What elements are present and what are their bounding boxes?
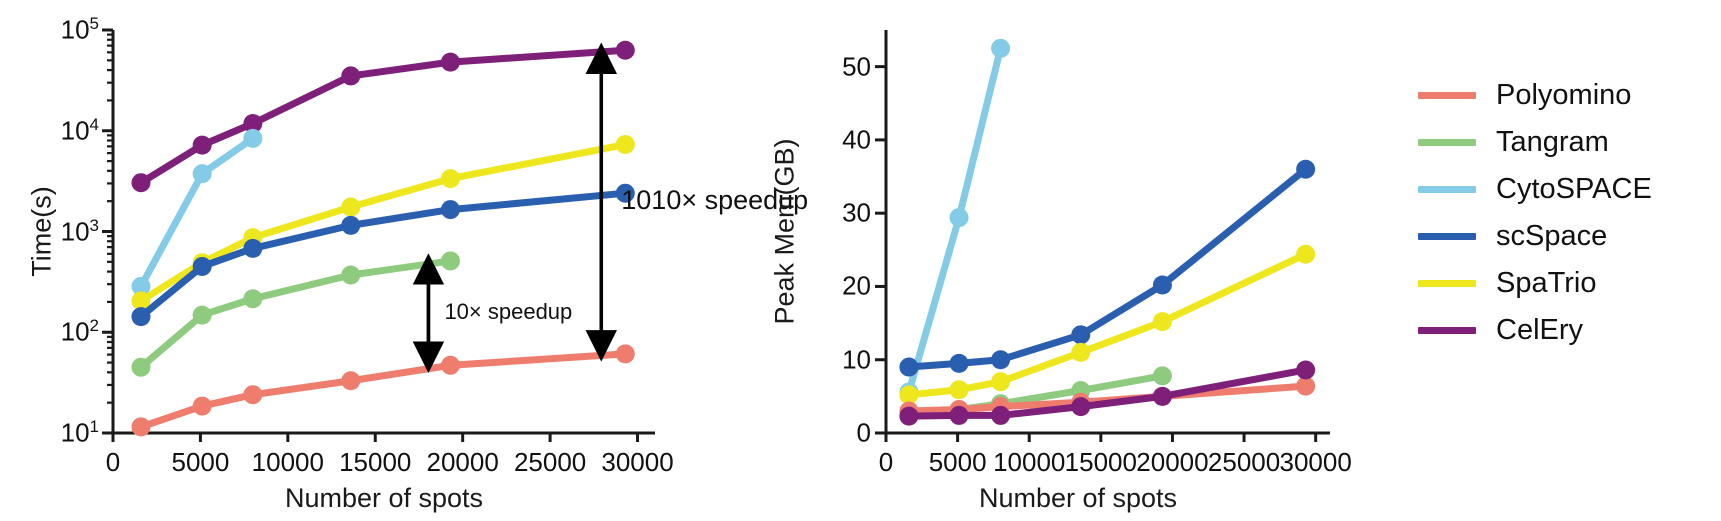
- y-tick-label: 102: [60, 316, 99, 347]
- legend-item-label: CelEry: [1496, 314, 1584, 346]
- legend-color-swatch: [1418, 280, 1476, 287]
- x-tick-label: 30000: [1279, 447, 1352, 477]
- panel-memory: Peak Mem(GB) Number of spots 0 5000 10000 1…: [730, 0, 1352, 521]
- y-tick-label: 10: [842, 344, 871, 375]
- legend-color-swatch: [1418, 139, 1476, 146]
- y-tick-label: 104: [60, 114, 99, 146]
- x-tick-label: 30000: [601, 447, 674, 477]
- x-tick-label: 20000: [1136, 447, 1209, 477]
- x-tick-label: 5000: [928, 447, 987, 477]
- memory-plot-svg: [875, 30, 1330, 442]
- legend-item-label: CytoSPACE: [1496, 173, 1652, 205]
- legend-item-label: Tangram: [1496, 126, 1609, 158]
- x-tick-label: 0: [878, 447, 894, 477]
- legend-item-tangram[interactable]: Tangram: [1418, 119, 1718, 166]
- legend-item-cytospace[interactable]: CytoSPACE: [1418, 166, 1718, 213]
- y-tick-label: 30: [842, 197, 871, 228]
- legend-item-celery[interactable]: CelEry: [1418, 307, 1718, 354]
- y-tick-label: 20: [842, 270, 871, 301]
- y-tick-label: 103: [60, 215, 99, 246]
- x-tick-label: 10000: [251, 447, 324, 477]
- legend-color-swatch: [1418, 233, 1476, 240]
- annotation-10x-speedup: 10× speedup: [444, 299, 573, 325]
- legend-item-scspace[interactable]: scSpace: [1418, 213, 1718, 260]
- x-tick-label: 10000: [993, 447, 1066, 477]
- legend-color-swatch: [1418, 327, 1476, 334]
- legend-item-label: SpaTrio: [1496, 267, 1597, 299]
- x-tick-label: 0: [105, 447, 121, 477]
- y-tick-label: 40: [842, 124, 871, 155]
- annotation-1010x-speedup: 1010× speedup: [621, 185, 809, 216]
- x-tick-label: 15000: [1064, 447, 1137, 477]
- x-tick-label: 5000: [171, 447, 230, 477]
- time-y-axis-title: Time(s): [26, 185, 57, 277]
- y-tick-label: 50: [842, 51, 871, 82]
- y-tick-label: 0: [856, 417, 871, 448]
- time-plot-svg: [102, 28, 655, 442]
- time-x-axis-title: Number of spots: [284, 483, 484, 513]
- legend: Polyomino Tangram CytoSPACE scSpace SpaTrio C…: [1418, 72, 1718, 354]
- memory-y-axis-title: Peak Mem(GB): [769, 137, 800, 325]
- x-tick-label: 25000: [513, 447, 587, 477]
- legend-item-polyomino[interactable]: Polyomino: [1418, 72, 1718, 119]
- x-tick-label: 15000: [339, 447, 412, 477]
- x-tick-label: 20000: [426, 447, 499, 477]
- panel-time: Time(s) Number of spots 10× speedup 1010…: [0, 0, 809, 521]
- y-tick-label: 105: [60, 13, 99, 45]
- legend-item-label: Polyomino: [1496, 79, 1632, 111]
- legend-color-swatch: [1418, 92, 1476, 99]
- legend-item-label: scSpace: [1496, 220, 1608, 252]
- memory-x-axis-title: Number of spots: [978, 483, 1178, 513]
- legend-item-spatrio[interactable]: SpaTrio: [1418, 260, 1718, 307]
- y-tick-label: 101: [60, 416, 99, 448]
- legend-color-swatch: [1418, 186, 1476, 193]
- x-tick-label: 25000: [1207, 447, 1281, 477]
